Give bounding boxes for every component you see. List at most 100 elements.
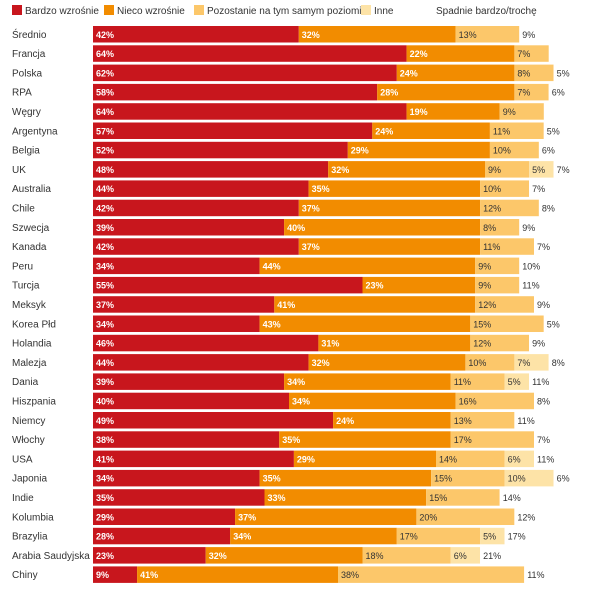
- data-label: 28%: [380, 88, 398, 98]
- data-label: 32%: [302, 30, 320, 40]
- data-label: 10%: [468, 358, 486, 368]
- country-label: Kanada: [12, 242, 47, 253]
- data-label: 6%: [542, 146, 555, 156]
- country-label: Australia: [12, 184, 51, 195]
- data-label: 32%: [209, 551, 227, 561]
- country-label: USA: [12, 454, 33, 465]
- bar-segment: [93, 296, 275, 313]
- bar-segment: [519, 219, 564, 236]
- bar-segment: [485, 161, 530, 178]
- data-label: 11%: [483, 242, 500, 252]
- bar-segment: [298, 199, 481, 217]
- bar-segment: [538, 199, 579, 217]
- country-label: Malezja: [12, 358, 47, 369]
- data-label: 10%: [493, 146, 511, 156]
- bar-segment: [499, 103, 544, 120]
- data-label: 17%: [508, 532, 526, 542]
- data-label: 8%: [542, 203, 555, 213]
- bar-segment: [475, 257, 520, 275]
- bar-segment: [230, 527, 397, 545]
- bar-segment: [318, 334, 471, 352]
- bar-segment: [450, 412, 515, 429]
- bar-segment: [529, 334, 574, 352]
- data-label: 24%: [336, 416, 354, 426]
- bar-segment: [534, 238, 569, 255]
- bar-segment: [333, 412, 451, 429]
- data-label: 38%: [96, 435, 114, 445]
- country-label: Kolumbia: [12, 512, 54, 523]
- data-label: 5%: [547, 319, 560, 329]
- data-label: 35%: [282, 435, 300, 445]
- bar-segment: [519, 26, 564, 43]
- data-label: 5%: [483, 532, 496, 542]
- bar-segment: [426, 489, 500, 506]
- data-label: 8%: [517, 68, 530, 78]
- bar-segment: [372, 122, 490, 139]
- bar-segment: [450, 431, 534, 448]
- data-label: 42%: [96, 242, 114, 252]
- bar-segment: [514, 83, 549, 101]
- data-label: 44%: [96, 358, 114, 368]
- bar-segment: [338, 566, 525, 583]
- legend-swatch: [361, 5, 371, 15]
- legend-swatch: [12, 5, 22, 15]
- data-label: 38%: [341, 570, 359, 580]
- legend-label: Spadnie bardzo/trochę: [436, 6, 537, 17]
- bar-segment: [93, 219, 285, 236]
- bar-segment: [455, 26, 520, 43]
- data-label: 34%: [292, 396, 310, 406]
- bar-segment: [93, 392, 289, 410]
- bar-segment: [480, 180, 530, 197]
- country-label: Korea Płd: [12, 319, 56, 330]
- bar-segment: [93, 64, 397, 82]
- bar-segment: [553, 469, 583, 487]
- data-label: 20%: [419, 512, 437, 522]
- data-label: 9%: [522, 30, 535, 40]
- data-label: 55%: [96, 281, 114, 291]
- bar-segment: [93, 26, 299, 43]
- data-label: 9%: [537, 300, 550, 310]
- data-label: 34%: [96, 319, 114, 329]
- legend-label: Pozostanie na tym samym poziomie: [207, 6, 368, 17]
- data-label: 42%: [96, 203, 114, 213]
- country-label: Włochy: [12, 435, 45, 446]
- country-label: Arabia Saudyjska: [12, 551, 90, 562]
- data-label: 17%: [454, 435, 472, 445]
- data-label: 12%: [473, 339, 491, 349]
- bar-segment: [93, 412, 334, 429]
- data-label: 6%: [552, 88, 565, 98]
- bar-segment: [93, 469, 260, 487]
- bar-segment: [259, 469, 432, 487]
- bar-segment: [93, 180, 309, 197]
- legend-label: Nieco wzrośnie: [117, 6, 185, 17]
- bar-segment: [406, 45, 515, 62]
- data-label: 64%: [96, 107, 114, 117]
- data-label: 34%: [287, 377, 305, 387]
- data-label: 9%: [522, 223, 535, 233]
- bar-segment: [450, 373, 505, 390]
- data-label: 15%: [434, 474, 452, 484]
- bar-segment: [377, 83, 515, 101]
- bar-segment: [470, 315, 544, 332]
- data-label: 7%: [517, 358, 530, 368]
- country-label: Peru: [12, 261, 33, 272]
- legend-swatch: [104, 5, 114, 15]
- bar-segment: [529, 373, 583, 390]
- data-label: 11%: [517, 416, 534, 426]
- country-label: Holandia: [12, 339, 52, 350]
- data-label: 37%: [302, 242, 320, 252]
- data-label: 6%: [557, 474, 570, 484]
- country-label: Chile: [12, 203, 35, 214]
- country-label: Francja: [12, 49, 46, 60]
- bar-segment: [298, 26, 456, 43]
- bar-segment: [489, 122, 544, 139]
- data-label: 17%: [400, 532, 418, 542]
- data-label: 9%: [488, 165, 501, 175]
- country-label: UK: [12, 165, 26, 176]
- bar-segment: [489, 141, 539, 159]
- bar-segment: [519, 276, 574, 294]
- data-label: 9%: [532, 339, 545, 349]
- data-label: 44%: [263, 261, 281, 271]
- data-label: 22%: [410, 49, 428, 59]
- data-label: 43%: [263, 319, 281, 329]
